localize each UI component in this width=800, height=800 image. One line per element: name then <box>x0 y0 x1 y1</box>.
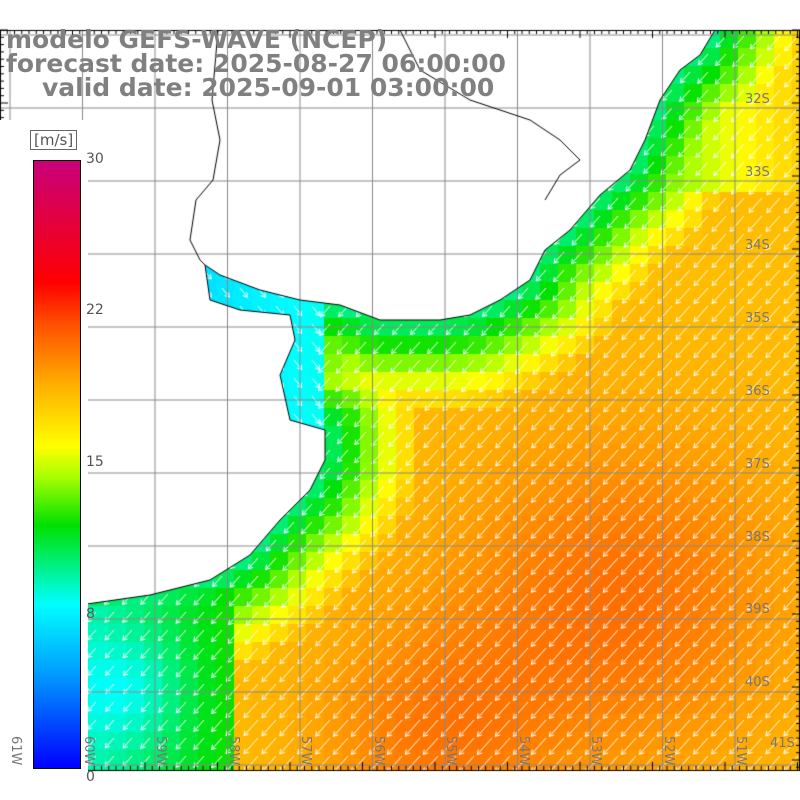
lat-label: 41S <box>770 736 795 751</box>
colorbar-unit: [m/s] <box>30 130 78 150</box>
lat-label: 36S <box>745 384 770 399</box>
lon-label: 55W <box>443 736 458 766</box>
lon-label: 56W <box>371 736 386 766</box>
lon-label: 59W <box>153 736 168 766</box>
title-forecast-date: forecast date: 2025-08-27 06:00:00 <box>6 49 506 78</box>
lat-label: 37S <box>745 457 770 472</box>
lat-label: 34S <box>745 238 770 253</box>
title-valid-date: valid date: 2025-09-01 03:00:00 <box>42 73 495 102</box>
colorbar-gradient <box>33 160 81 769</box>
lat-label: 33S <box>745 165 770 180</box>
lon-label: 60W <box>81 736 96 766</box>
lon-label: 61W <box>8 736 23 766</box>
lon-label: 51W <box>733 736 748 766</box>
lat-label: 40S <box>745 675 770 690</box>
colorbar-label-30: 30 <box>86 151 104 167</box>
colorbar-label-15: 15 <box>86 454 104 470</box>
title-model: modelo GEFS-WAVE (NCEP) <box>6 25 388 54</box>
lon-label: 57W <box>298 736 313 766</box>
colorbar-label-0: 0 <box>86 769 95 785</box>
lon-label: 58W <box>226 736 241 766</box>
lat-label: 35S <box>745 311 770 326</box>
colorbar-label-22: 22 <box>86 302 104 318</box>
lat-label: 38S <box>745 530 770 545</box>
colorbar-label-8: 8 <box>86 606 95 622</box>
lat-label: 39S <box>745 602 770 617</box>
lat-label: 32S <box>745 92 770 107</box>
lon-label: 53W <box>588 736 603 766</box>
lon-label: 52W <box>661 736 676 766</box>
lon-label: 54W <box>516 736 531 766</box>
